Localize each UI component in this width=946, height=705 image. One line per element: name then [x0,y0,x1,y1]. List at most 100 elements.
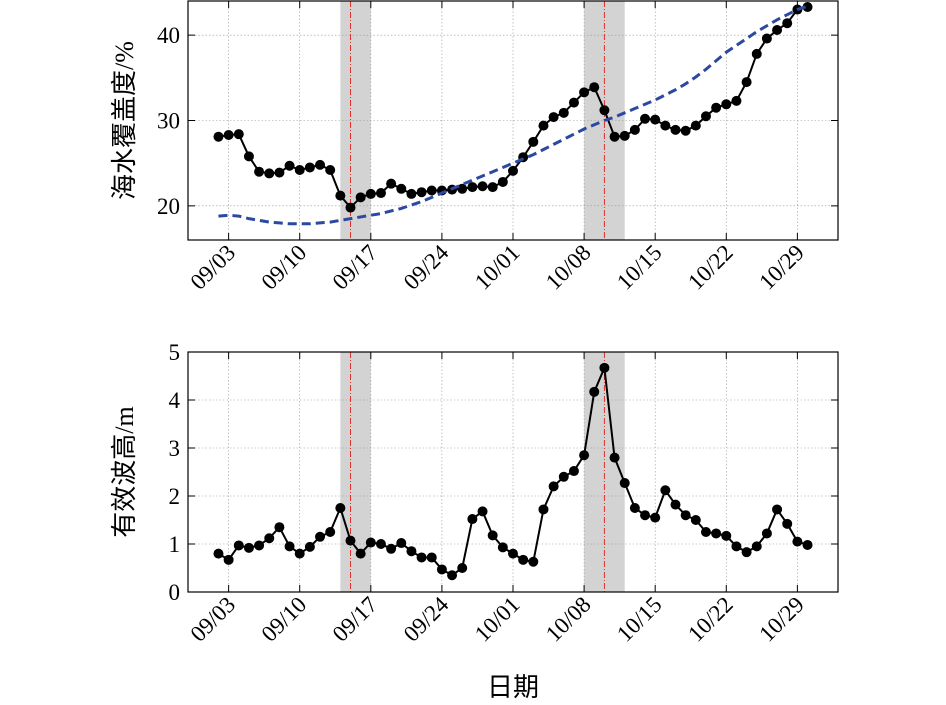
data-point [335,503,346,513]
data-point [528,556,539,567]
x-tick-label: 10/08 [541,240,596,295]
data-point [426,185,437,196]
data-point [304,162,315,173]
y-axis-label: 有效波高/m [110,406,139,537]
data-point [650,114,661,125]
x-tick-label: 10/15 [612,240,667,295]
data-point [731,95,742,106]
data-point [711,102,722,113]
x-tick-label: 09/10 [257,592,312,647]
data-point [690,515,701,525]
data-point [782,18,793,29]
data-point [233,129,244,140]
data-point [640,113,651,124]
data-point [325,165,336,176]
data-point [508,165,518,176]
data-point [660,120,671,131]
data-point [761,528,772,539]
data-point [609,452,620,463]
data-point [711,528,722,539]
data-point [223,130,234,141]
x-tick-label: 10/22 [683,240,738,295]
x-tick-label: 09/24 [399,592,454,647]
y-tick-label: 2 [169,484,181,509]
data-point [243,151,254,162]
x-tick-label: 09/17 [328,592,383,647]
data-point [548,481,559,492]
data-point [680,510,691,521]
data-point [264,168,275,179]
x-tick-label: 09/10 [257,240,312,295]
data-point [487,530,498,541]
highlight-span [340,1,371,240]
data-point [365,188,376,199]
data-point [315,531,326,542]
data-point [802,1,813,12]
data-point [386,178,397,189]
y-tick-label: 20 [157,194,180,219]
data-point [345,535,356,546]
data-point [670,499,681,510]
data-point [558,107,569,118]
data-point [751,541,762,552]
data-point [690,120,701,131]
data-point [223,554,234,565]
data-point [721,99,732,110]
data-point [599,105,610,116]
data-point [741,547,752,558]
x-tick-label: 09/17 [328,240,383,295]
data-point [497,542,508,553]
x-tick-label: 10/22 [683,592,738,647]
panel: 20 30 40 09/03 09/10 09/17 09/24 10/01 10/08 10/1… [110,0,839,295]
data-point [680,125,691,136]
data-point [792,536,803,547]
data-point [518,554,529,565]
data-point [660,485,671,496]
data-point [345,202,356,213]
x-tick-label: 09/03 [185,240,240,295]
y-tick-label: 0 [169,580,181,605]
data-point [284,541,295,552]
data-point [579,450,590,461]
data-point [254,166,265,177]
x-tick-label: 10/01 [470,592,525,647]
data-point [436,564,447,575]
data-point [294,548,305,559]
data-point [396,183,407,194]
data-point [741,77,752,88]
data-point [416,552,427,563]
data-point [254,540,265,551]
data-point [325,527,336,537]
data-point [528,136,539,147]
data-point [589,386,600,397]
data-point [721,530,732,541]
data-point [568,466,579,477]
data-point [365,537,376,548]
data-point [274,522,285,533]
data-point [457,563,468,573]
data-point [213,548,224,559]
data-point [772,504,783,515]
y-tick-label: 4 [169,388,181,413]
data-point [213,131,224,142]
data-point [477,506,488,517]
data-point [447,570,458,581]
x-tick-label: 10/29 [754,240,809,295]
data-point [233,540,244,551]
data-point [508,548,518,559]
data-point [731,541,742,552]
x-axis-label: 日期 [487,673,539,702]
data-point [396,538,407,549]
data-point [629,124,640,135]
data-point [355,548,366,559]
data-point [477,181,488,192]
y-tick-label: 5 [169,340,181,365]
data-point [761,33,772,44]
data-point [558,471,569,482]
data-point [335,190,346,201]
data-point [497,176,508,187]
data-point [568,97,579,108]
data-point [772,25,783,36]
x-tick-label: 10/15 [612,592,667,647]
